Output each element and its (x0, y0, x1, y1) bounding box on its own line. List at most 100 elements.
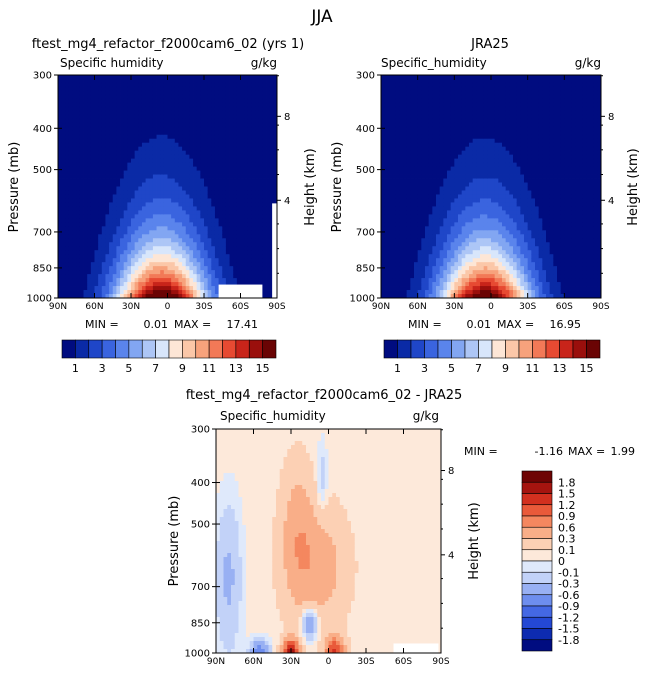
panel-model-cell (266, 246, 271, 251)
panel-model-cell (120, 102, 125, 108)
panel-model-cell (76, 130, 81, 136)
panel-obs-cell (399, 234, 404, 239)
panel-model-cell (109, 134, 114, 140)
panel-model-cell (211, 194, 216, 199)
panel-model-cell (149, 106, 154, 112)
panel-model-cell (258, 146, 263, 152)
panel-model-cell (189, 130, 194, 136)
panel-obs-cell (439, 210, 444, 215)
panel-model-cell (123, 226, 128, 231)
panel-model-cell (178, 114, 183, 120)
panel-obs-cell (432, 154, 437, 160)
panel-obs-cell (395, 282, 400, 287)
panel-model-cell (255, 250, 260, 255)
panel-model-cell (182, 98, 187, 104)
panel-model-cell (214, 242, 219, 247)
panel-model-cell (156, 158, 161, 164)
panel-model-cell (214, 110, 219, 116)
panel-model-cell (174, 286, 179, 291)
panel-model-cell (218, 254, 223, 259)
panel-model-cell (79, 150, 84, 156)
panel-model-cell (193, 270, 198, 275)
panel-obs-cell (414, 174, 419, 179)
panel-model-cell (134, 282, 139, 287)
panel-model-cell (101, 202, 106, 207)
panel-model-cell (211, 254, 216, 259)
panel-model-cell (240, 206, 245, 211)
panel-model-cell (269, 78, 274, 84)
panel-model-cell (83, 118, 88, 124)
panel-model-cell (58, 242, 63, 247)
panel-model-cell (98, 134, 103, 140)
panel-model-cell (90, 258, 95, 263)
panel-model-cell (193, 294, 198, 299)
panel-obs-cell (414, 146, 419, 152)
panel-obs-cell (476, 282, 481, 287)
panel-obs-cell (472, 114, 477, 120)
panel-model-cell (79, 254, 84, 259)
panel-obs-cell (443, 218, 448, 223)
panel-model-cell (193, 142, 198, 148)
panel-model-cell (109, 98, 114, 104)
panel-model-cell (76, 162, 81, 167)
panel-model-cell (251, 222, 256, 227)
panel-model-cell (225, 278, 230, 283)
panel-model-cell (204, 242, 209, 247)
panel-model-cell (174, 110, 179, 116)
panel-model-cell (247, 210, 252, 215)
panel-obs-cell (399, 138, 404, 144)
panel-model-cell (112, 202, 117, 207)
panel-model-cell (141, 75, 146, 80)
panel-obs-cell (381, 258, 386, 263)
panel-obs-cell (384, 162, 389, 167)
panel-model-cell (83, 278, 88, 283)
panel-model-cell (79, 130, 84, 136)
panel-obs-cell (454, 242, 459, 247)
panel-model-cell (204, 90, 209, 96)
panel-model-cell (72, 166, 77, 171)
panel-obs-cell (465, 90, 470, 96)
panel-model-cell (123, 214, 128, 219)
panel-model-cell (134, 246, 139, 251)
panel-model-cell (225, 138, 230, 144)
panel-obs-cell (436, 170, 441, 175)
panel-model-cell (116, 122, 121, 128)
panel-model-cell (207, 138, 212, 144)
panel-obs-cell (392, 114, 397, 120)
panel-obs-cell (388, 78, 393, 84)
panel-obs-cell (417, 194, 422, 199)
panel-model-cell (229, 138, 234, 144)
panel-model-cell (105, 118, 110, 124)
panel-model-cell (182, 282, 187, 287)
panel-obs-cell (421, 270, 426, 275)
panel-model-cell (214, 270, 219, 275)
panel-model-cell (123, 86, 128, 92)
panel-obs-cell (421, 246, 426, 251)
panel-model-cell (87, 238, 92, 243)
panel-model-cell (255, 178, 260, 183)
panel-obs-cell (381, 214, 386, 219)
panel-model-cell (134, 274, 139, 279)
panel-model-cell (65, 194, 70, 199)
panel-obs-cell (469, 286, 474, 291)
panel-model-cell (145, 218, 150, 223)
panel-obs-cell (432, 110, 437, 116)
panel-obs-cell (480, 134, 485, 140)
panel-obs-cell (388, 126, 393, 132)
panel-model-cell (214, 150, 219, 156)
panel-model-cell (229, 178, 234, 183)
panel-obs-cell (458, 194, 463, 199)
panel-obs-cell (465, 254, 470, 259)
panel-obs-cell (439, 194, 444, 199)
panel-model-cell (120, 178, 125, 183)
panel-model-cell (182, 150, 187, 156)
panel-model-cell (167, 230, 172, 235)
panel-obs-cell (421, 75, 426, 80)
panel-obs-cell (447, 238, 452, 243)
panel-model-cell (76, 266, 81, 271)
panel-obs-cell (480, 194, 485, 199)
panel-obs-cell (443, 178, 448, 183)
panel-model-cell (83, 130, 88, 136)
panel-model-cell (141, 106, 146, 112)
panel-obs-cell (399, 210, 404, 215)
